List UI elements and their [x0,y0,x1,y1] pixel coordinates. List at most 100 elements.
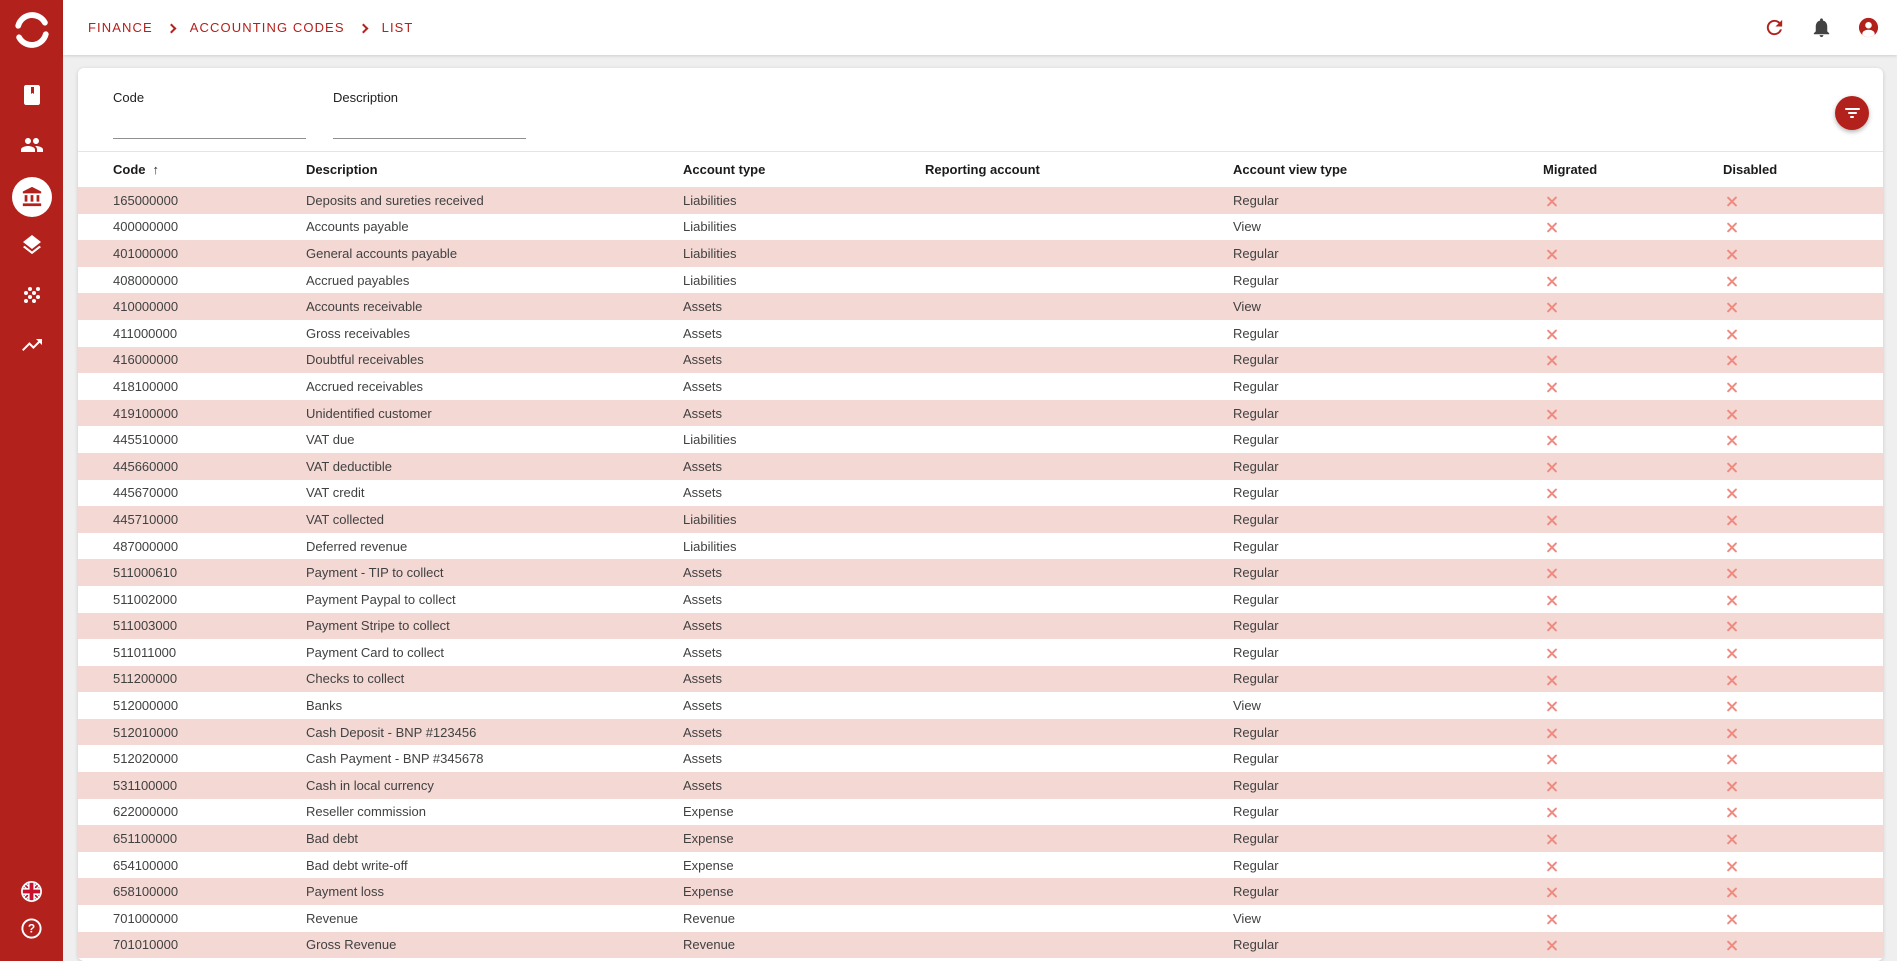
cell-migrated [1543,320,1723,347]
table-row[interactable]: 651100000 Bad debt Expense Regular [78,825,1883,852]
column-header-account-view-type[interactable]: Account view type [1233,162,1348,177]
table-row[interactable]: 419100000 Unidentified customer Assets R… [78,399,1883,427]
code-filter-input[interactable] [113,112,306,139]
cell-code: 411000000 [113,325,178,341]
cell-code: 419100000 [113,405,179,421]
close-icon [1725,939,1738,952]
table-row[interactable]: 445660000 VAT deductible Assets Regular [78,452,1883,480]
refresh-icon[interactable] [1762,16,1786,40]
book-icon [20,83,44,112]
cell-migrated [1543,187,1723,214]
cell-disabled [1723,692,1883,719]
cell-description: VAT credit [306,485,365,501]
sidebar-item-trending[interactable] [0,322,63,372]
table-row[interactable]: 418100000 Accrued receivables Assets Reg… [78,373,1883,400]
close-icon [1545,461,1558,474]
cell-code: 512000000 [113,698,179,714]
cell-description: Accrued payables [306,272,410,288]
cell-account-view-type: View [1233,910,1261,926]
close-icon [1725,195,1738,208]
help-button[interactable]: ? [0,912,63,949]
table-row[interactable]: 445670000 VAT credit Assets Regular [78,480,1883,507]
brand-logo[interactable] [12,10,52,50]
table-row[interactable]: 487000000 Deferred revenue Liabilities R… [78,533,1883,560]
cell-disabled [1723,772,1883,799]
filter-button[interactable] [1835,96,1869,130]
cell-disabled [1723,852,1883,879]
table-row[interactable]: 410000000 Accounts receivable Assets Vie… [78,293,1883,320]
cell-code: 701000000 [113,910,179,926]
cell-description: Reseller commission [306,804,426,820]
cell-description: Bad debt write-off [306,857,408,873]
sidebar-item-people[interactable] [0,122,63,172]
cell-description: Banks [306,698,343,714]
close-icon [1545,780,1558,793]
column-header-reporting-account[interactable]: Reporting account [925,162,1040,177]
table-row[interactable]: 401000000 General accounts payable Liabi… [78,240,1883,267]
bank-icon [11,177,52,217]
cell-reporting-account [925,347,1233,374]
close-icon [1545,248,1558,261]
layers-icon [20,233,44,262]
table-row[interactable]: 511000610 Payment - TIP to collect Asset… [78,559,1883,586]
cell-account-type: Assets [683,352,723,368]
column-header-account-type[interactable]: Account type [683,162,766,177]
table-row[interactable]: 622000000 Reseller commission Expense Re… [78,799,1883,826]
close-icon [1545,381,1558,394]
table-row[interactable]: 511003000 Payment Stripe to collect Asse… [78,612,1883,640]
sidebar-item-grain[interactable] [0,272,63,322]
breadcrumb-list[interactable]: LIST [381,20,414,35]
sidebar-item-accounting[interactable] [0,172,63,222]
language-switcher[interactable] [0,875,63,912]
chevron-right-icon [166,23,177,33]
table-row[interactable]: 658100000 Payment loss Expense Regular [78,878,1883,906]
table-row[interactable]: 512020000 Cash Payment - BNP #345678 Ass… [78,745,1883,772]
table-row[interactable]: 511200000 Checks to collect Assets Regul… [78,665,1883,693]
description-filter-input[interactable] [333,112,526,139]
close-icon [1725,514,1738,527]
breadcrumb-finance[interactable]: FINANCE [88,20,153,35]
table-row[interactable]: 531100000 Cash in local currency Assets … [78,772,1883,799]
close-icon [1725,780,1738,793]
table-row[interactable]: 701010000 Gross Revenue Revenue Regular [78,931,1883,959]
cell-reporting-account [925,506,1233,533]
cell-description: Cash in local currency [306,777,434,793]
table-row[interactable]: 165000000 Deposits and sureties received… [78,187,1883,214]
table-row[interactable]: 512010000 Cash Deposit - BNP #123456 Ass… [78,718,1883,746]
column-header-disabled[interactable]: Disabled [1723,162,1778,177]
cell-account-view-type: Regular [1233,591,1279,607]
cell-code: 658100000 [113,884,179,900]
cell-account-type: Assets [683,724,723,740]
table-row[interactable]: 416000000 Doubtful receivables Assets Re… [78,346,1883,374]
cell-disabled [1723,320,1883,347]
column-header-description[interactable]: Description [306,162,378,177]
cell-migrated [1543,745,1723,772]
notifications-icon[interactable] [1809,16,1833,40]
table-row[interactable]: 701000000 Revenue Revenue View [78,905,1883,932]
close-icon [1725,301,1738,314]
breadcrumb-accounting-codes[interactable]: ACCOUNTING CODES [189,20,345,35]
close-icon [1545,620,1558,633]
cell-reporting-account [925,932,1233,959]
table-row[interactable]: 445510000 VAT due Liabilities Regular [78,426,1883,453]
cell-account-view-type: Regular [1233,432,1279,448]
cell-reporting-account [925,240,1233,267]
sidebar-item-book[interactable] [0,72,63,122]
table-row[interactable]: 445710000 VAT collected Liabilities Regu… [78,506,1883,533]
table-row[interactable]: 511002000 Payment Paypal to collect Asse… [78,586,1883,613]
cell-migrated [1543,347,1723,374]
close-icon [1545,434,1558,447]
column-header-code[interactable]: Code ↑ [113,162,159,177]
table-row[interactable]: 512000000 Banks Assets View [78,692,1883,719]
account-icon[interactable] [1856,16,1880,40]
table-row[interactable]: 408000000 Accrued payables Liabilities R… [78,267,1883,294]
table-row[interactable]: 400000000 Accounts payable Liabilities V… [78,214,1883,241]
sidebar-item-layers[interactable] [0,222,63,272]
column-header-migrated[interactable]: Migrated [1543,162,1598,177]
cell-migrated [1543,639,1723,666]
code-filter-field: Code [113,90,306,151]
table-row[interactable]: 511011000 Payment Card to collect Assets… [78,639,1883,666]
table-row[interactable]: 654100000 Bad debt write-off Expense Reg… [78,852,1883,879]
close-icon [1725,567,1738,580]
table-row[interactable]: 411000000 Gross receivables Assets Regul… [78,320,1883,347]
